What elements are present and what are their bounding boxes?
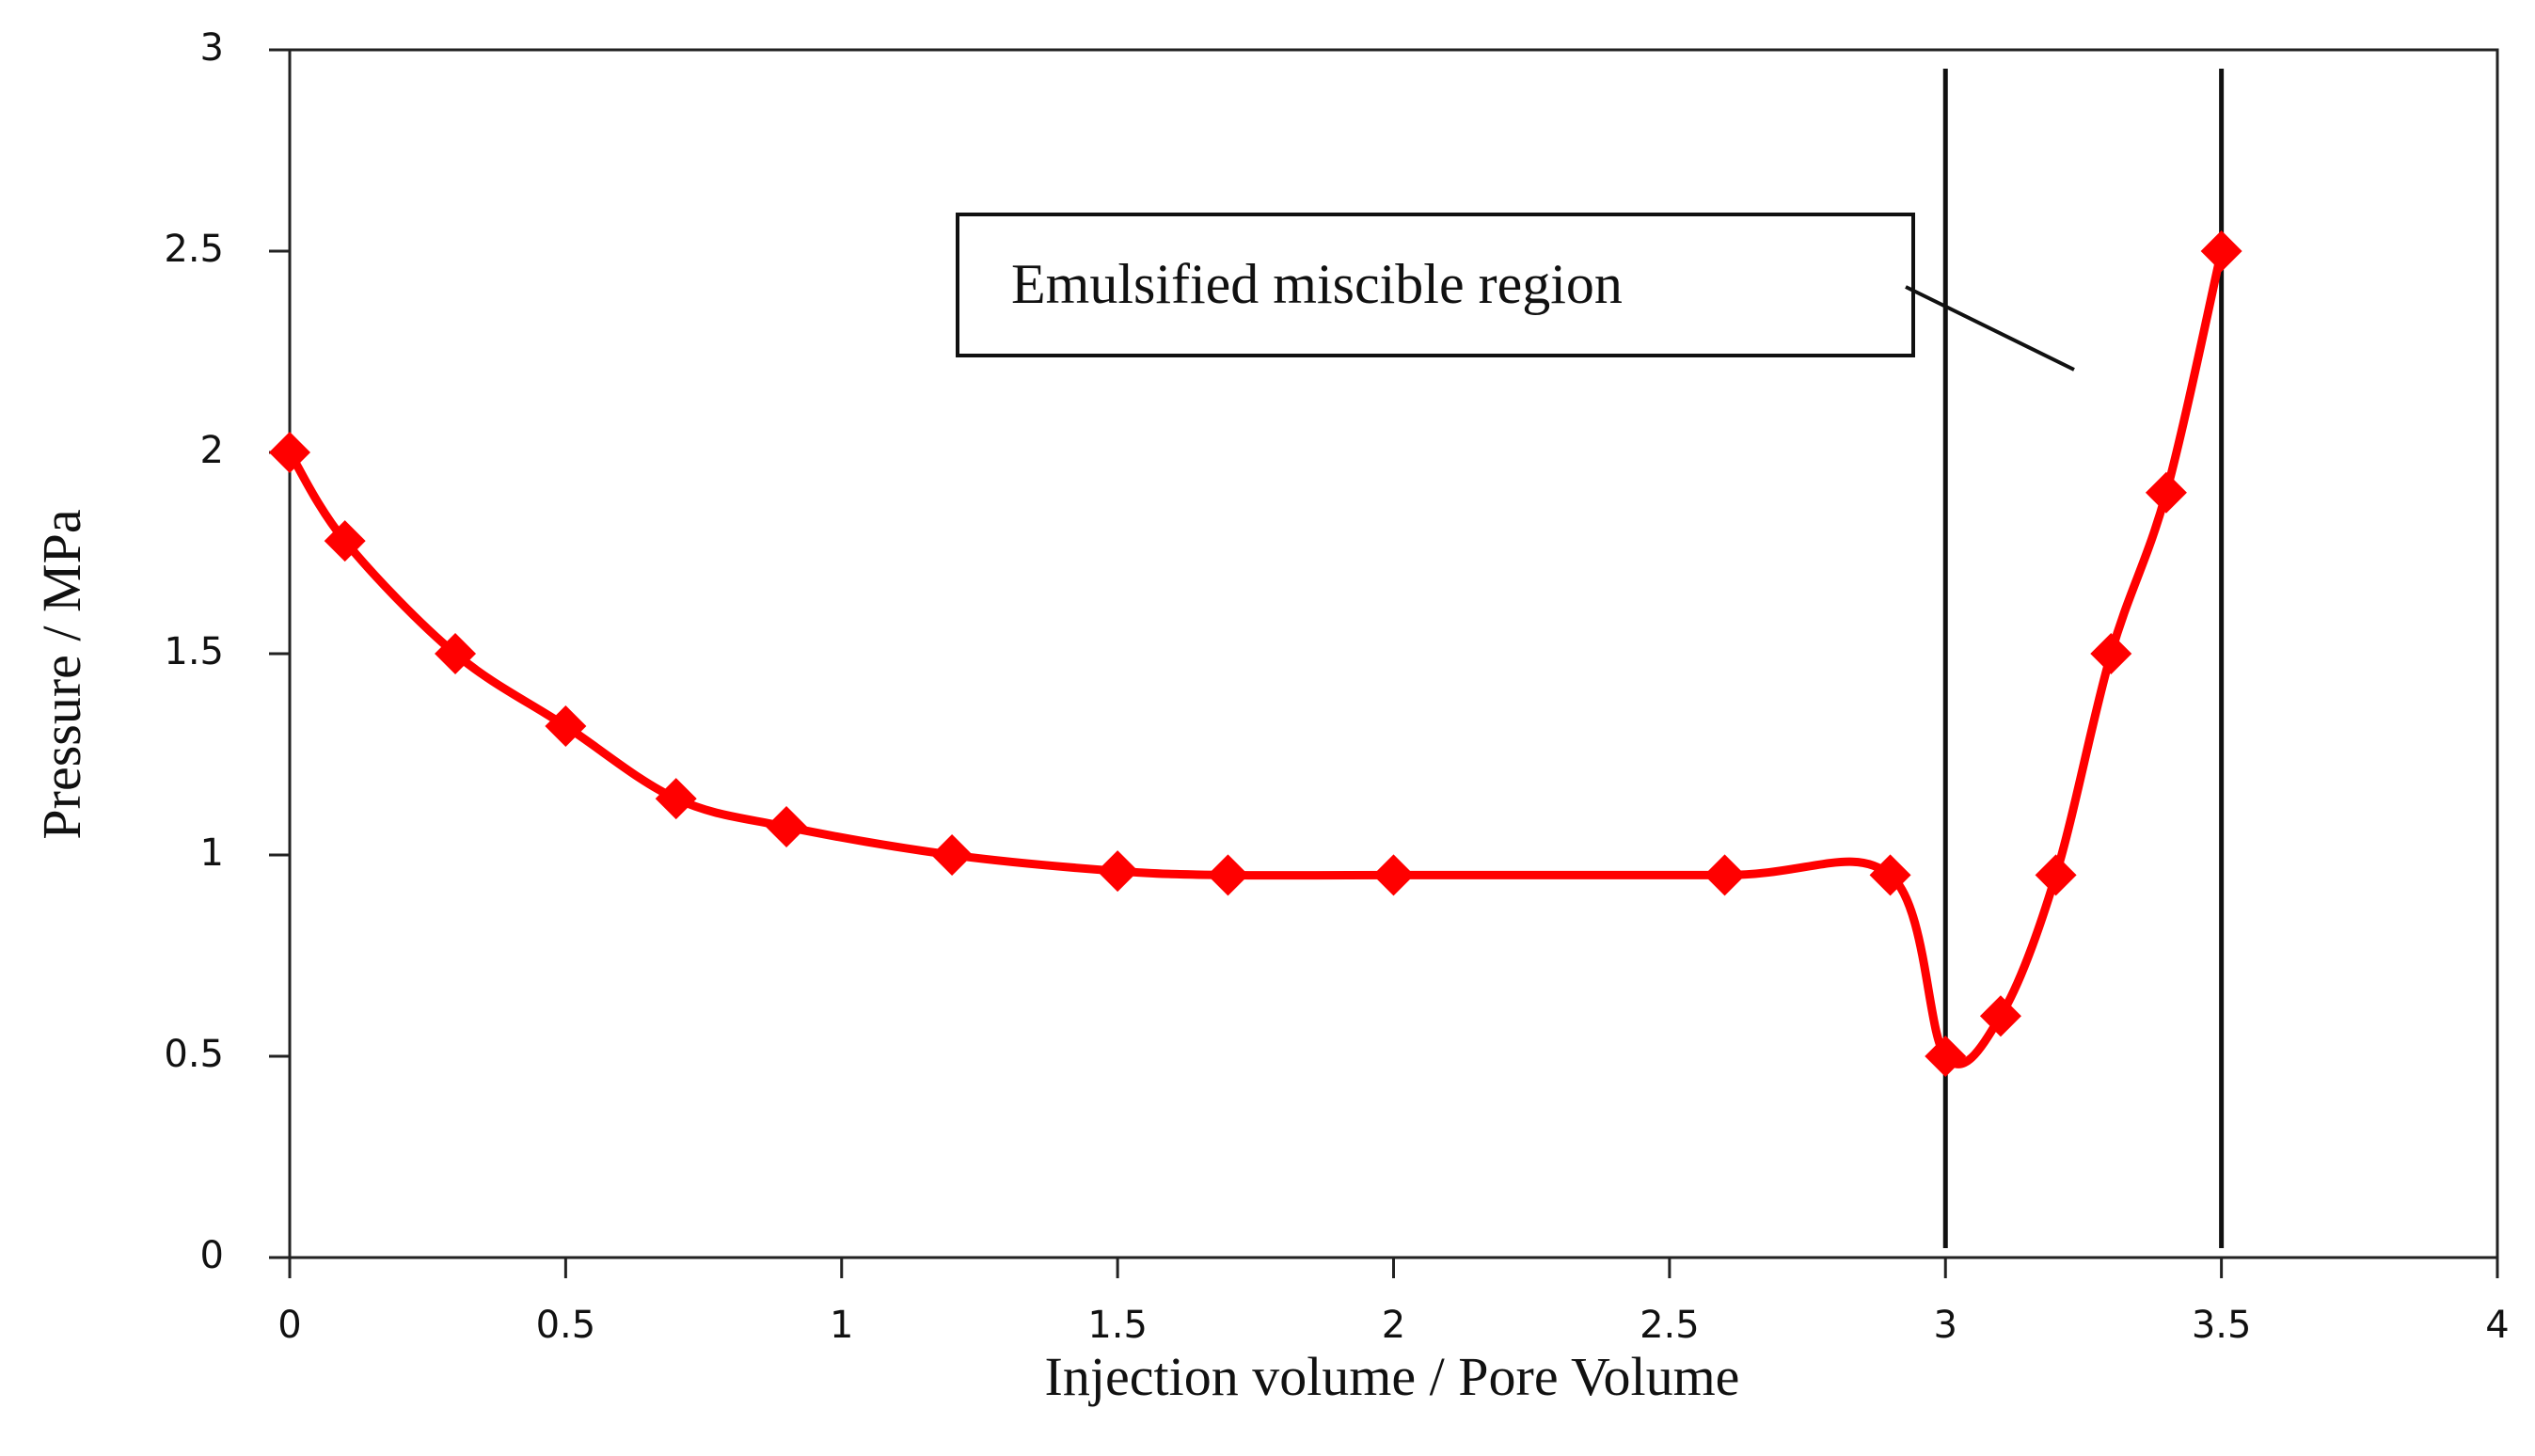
data-point-marker (1097, 850, 1139, 893)
y-tick-label: 2.5 (164, 228, 224, 271)
data-point-marker (1979, 995, 2021, 1037)
annotation: Emulsified miscible region (956, 213, 2075, 372)
annotation-leader-line (1905, 285, 2075, 372)
data-point-marker (2145, 471, 2187, 514)
series-line (286, 249, 2226, 1068)
data-point-marker (2035, 854, 2077, 896)
data-point-marker (1372, 854, 1415, 896)
series-pressure (269, 230, 2242, 1077)
annotation-box (956, 213, 1915, 357)
y-tick-label: 1.5 (164, 630, 224, 673)
data-point-marker (931, 834, 974, 876)
data-point-marker (1869, 854, 1911, 896)
y-axis-title: Pressure / MPa (31, 509, 92, 839)
data-point-marker (2200, 230, 2242, 272)
data-point-marker (435, 633, 477, 674)
x-axis-title: Injection volume / Pore Volume (1045, 1346, 1740, 1407)
x-tick-label: 2 (1382, 1304, 1405, 1347)
x-tick-label: 2.5 (1640, 1304, 1700, 1347)
x-tick-label: 0.5 (536, 1304, 596, 1347)
x-axis-ticks: 0 0.5 1 1.5 2 2.5 3 3.5 4 (277, 1258, 2510, 1347)
data-point-marker (655, 778, 697, 820)
data-point-marker (324, 520, 366, 562)
data-point-marker (1925, 1036, 1967, 1077)
x-tick-label: 3.5 (2192, 1304, 2252, 1347)
x-tick-label: 4 (2485, 1304, 2509, 1347)
x-tick-label: 1 (830, 1304, 853, 1347)
y-axis-ticks: 0 0.5 1 1.5 2 2.5 3 (164, 26, 290, 1277)
data-point-marker (2090, 633, 2132, 674)
y-tick-label: 3 (200, 26, 224, 70)
x-tick-label: 3 (1934, 1304, 1957, 1347)
data-point-marker (766, 806, 808, 848)
x-tick-label: 1.5 (1087, 1304, 1148, 1347)
data-point-marker (269, 432, 310, 473)
y-tick-label: 2 (200, 429, 224, 472)
y-tick-label: 1 (200, 831, 224, 875)
y-tick-label: 0 (200, 1234, 224, 1277)
y-tick-label: 0.5 (164, 1033, 224, 1076)
x-tick-label: 0 (277, 1304, 301, 1347)
data-point-marker (1703, 854, 1746, 896)
annotation-text: Emulsified miscible region (1011, 253, 1623, 315)
data-point-marker (1207, 854, 1249, 896)
data-point-marker (545, 705, 587, 748)
